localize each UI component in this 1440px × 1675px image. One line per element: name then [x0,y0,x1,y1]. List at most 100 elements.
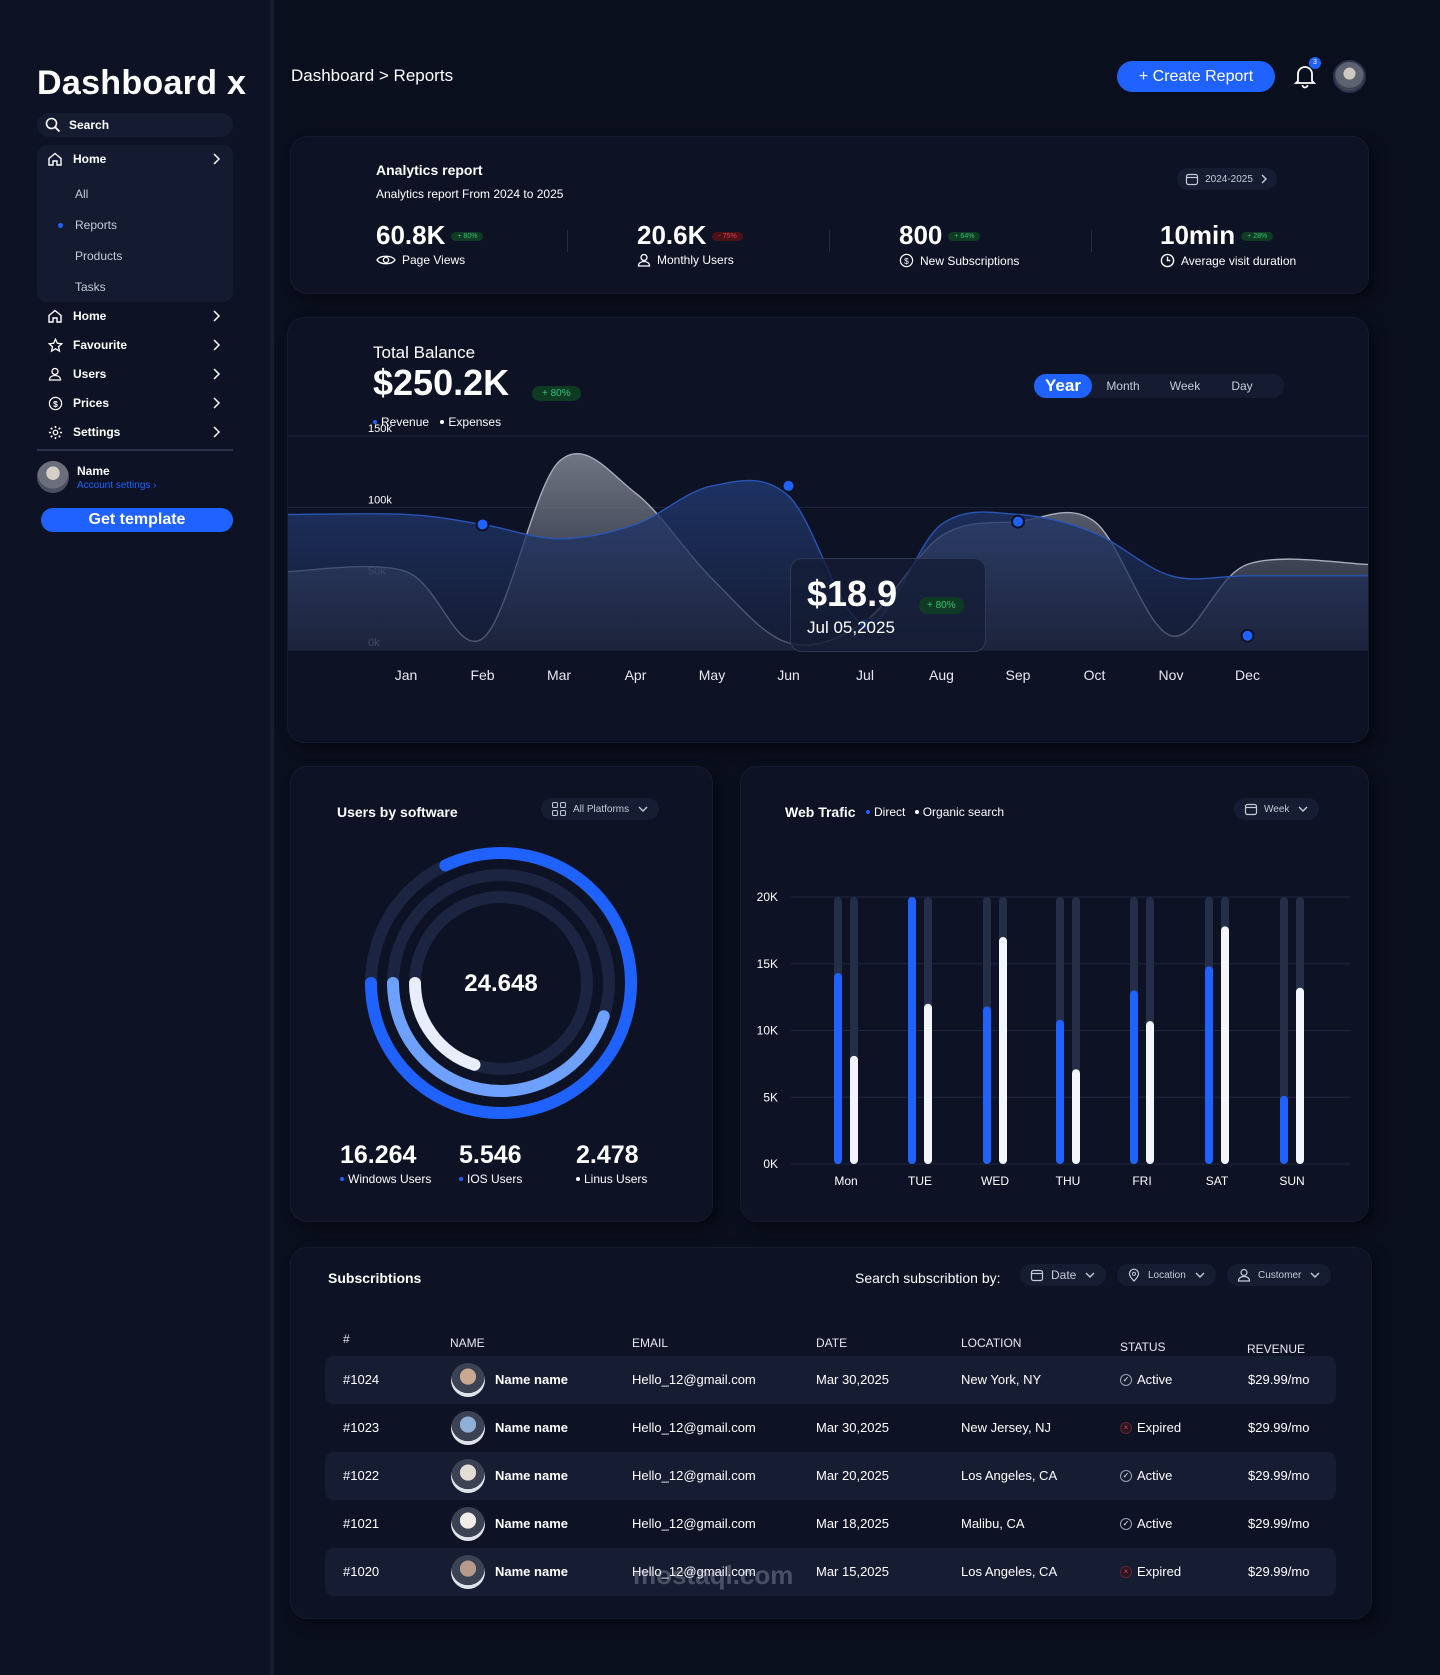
traffic-title: Web Trafic [785,804,856,820]
breadcrumb[interactable]: Dashboard > Reports [291,66,454,85]
stat-value: 16.264 [340,1141,417,1169]
software-title: Users by software [337,804,458,820]
sidebar-subitem-tasks[interactable]: Tasks [75,280,106,294]
x-tick-label: May [699,667,725,683]
profile[interactable]: Name Account settings › [37,461,157,493]
row-email: Hello_12@gmail.com [632,1372,756,1387]
clock-icon [1160,253,1175,268]
chevron-right-icon [213,368,221,380]
filter-customer[interactable]: Customer [1227,1264,1332,1286]
stat-windows: 16.264 Windows Users [340,1141,431,1186]
traffic-period-filter[interactable]: Week [1234,798,1320,820]
sidebar-subitem-products[interactable]: Products [75,249,123,263]
bar-organic [999,937,1007,1164]
kpi-value: 800 [899,220,943,250]
donut-center-value: 24.648 [464,970,537,997]
profile-name: Name [77,463,110,478]
account-settings-link[interactable]: Account settings › [77,480,157,491]
table-row[interactable]: #1022 Name name Hello_12@gmail.com Mar 20,2… [325,1452,1336,1500]
sidebar-item-label: Home [73,152,107,166]
sidebar-item-home[interactable]: Home [37,303,233,329]
stat-label: Linus Users [584,1172,648,1186]
chevron-right-icon [213,339,221,351]
column-header-location: LOCATION [961,1336,1022,1350]
row-id: #1021 [343,1516,380,1531]
bar-organic [1146,1021,1154,1164]
platform-filter[interactable]: All Platforms [541,798,660,820]
web-traffic-card: Web Trafic Direct Organic search Week 20… [741,767,1368,1221]
brand-title: Dashboard x [37,64,247,102]
location-pin-icon [1128,1268,1140,1282]
x-tick-label: WED [981,1174,1009,1188]
subscriptions-card: Subscribtions Search subscribtion by: Da… [291,1248,1371,1618]
sidebar-item-favourite[interactable]: Favourite [37,332,233,358]
sidebar-subitem-reports[interactable]: Reports [57,218,118,232]
tab-day[interactable]: Day [1231,379,1253,393]
column-header-date: DATE [816,1336,848,1350]
bar-direct [1280,1095,1288,1164]
row-id: #1020 [343,1564,380,1579]
row-id: #1023 [343,1420,380,1435]
donut-arc [409,891,593,1075]
legend-expenses: Expenses [440,415,501,429]
sidebar-item-home-expanded[interactable]: Home [37,146,233,172]
bar-organic [1296,987,1304,1164]
chevron-down-icon [1085,1272,1095,1278]
x-tick-label: Mon [834,1174,857,1188]
create-report-button[interactable]: + Create Report [1117,61,1275,92]
period-selector[interactable]: Year Month Week Day [1034,374,1284,398]
x-tick-label: Jan [395,667,418,683]
watermark: mostaql.com [633,1560,794,1590]
table-row[interactable]: #1020 Name name Hello_12@gmail.com Mar 15,2… [325,1548,1336,1596]
row-name: Name name [495,1372,568,1387]
x-circle-icon: × [1120,1565,1132,1578]
search-input[interactable]: Search [37,113,233,137]
chevron-right-icon: › [153,479,157,491]
row-date: Mar 18,2025 [816,1516,889,1531]
filter-label: Date [1051,1268,1077,1282]
filter-location[interactable]: Location [1117,1264,1216,1286]
row-revenue: $29.99/mo [1248,1564,1310,1579]
filter-label: Customer [1258,1269,1302,1281]
y-tick-label: 15K [757,957,778,971]
avatar [451,1459,485,1493]
x-tick-label: Apr [625,667,647,683]
filter-date[interactable]: Date [1020,1264,1107,1286]
user-avatar[interactable] [1333,60,1366,93]
user-icon [47,366,63,382]
x-tick-label: Nov [1159,667,1184,683]
tab-week[interactable]: Week [1169,379,1201,393]
chevron-down-icon [1298,806,1308,812]
table-row[interactable]: #1024 Name name Hello_12@gmail.com Mar 30,2… [325,1356,1336,1404]
balance-value: $250.2K [373,362,510,403]
row-email: Hello_12@gmail.com [632,1564,756,1579]
sidebar-subitem-all[interactable]: All [75,187,89,201]
traffic-period-label: Week [1264,803,1290,815]
kpi-monthly-users: 20.6K - 75% Monthly Users [637,220,743,267]
row-revenue: $29.99/mo [1248,1468,1310,1483]
subscriptions-title: Subscribtions [328,1270,422,1286]
get-template-button[interactable]: Get template [41,508,233,532]
sidebar-item-settings[interactable]: Settings [37,419,233,445]
balance-title: Total Balance [373,343,476,362]
table-row[interactable]: #1023 Name name Hello_12@gmail.com Mar 30,2… [325,1404,1336,1452]
sidebar-item-users[interactable]: Users [37,361,233,387]
kpi-label: Page Views [402,253,466,267]
chart-tooltip: $18.9 + 80% Jul 05,2025 [790,558,986,652]
sidebar-item-prices[interactable]: $ Prices [37,390,233,416]
svg-text:$: $ [904,256,909,266]
status-badge: × Expired [1120,1420,1181,1435]
svg-text:$: $ [53,398,58,408]
notifications-button[interactable]: 3 [1293,57,1321,89]
date-range-picker[interactable]: 2024-2025 [1177,168,1277,190]
check-circle-icon: ✓ [1120,1469,1132,1482]
tab-month[interactable]: Month [1106,379,1140,393]
x-tick-label: Aug [929,667,954,683]
bar-direct [1056,1019,1064,1164]
table-row[interactable]: #1021 Name name Hello_12@gmail.com Mar 18,2… [325,1500,1336,1548]
tab-year[interactable]: Year [1034,374,1092,398]
kpi-delta: + 64% [948,232,981,241]
chevron-down-icon [1310,1272,1320,1278]
column-header-email: EMAIL [632,1336,669,1350]
balance-legend: Revenue Expenses [373,415,501,429]
